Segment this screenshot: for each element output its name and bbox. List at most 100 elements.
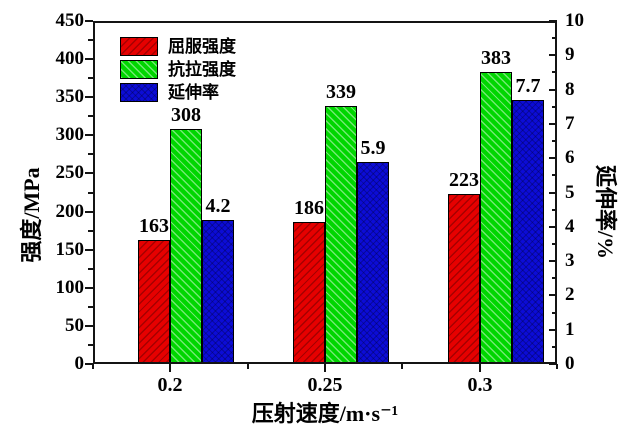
legend-label: 抗拉强度 xyxy=(168,60,236,79)
bar-value-label: 223 xyxy=(449,169,479,191)
x-axis-tick xyxy=(169,364,171,372)
right-axis-tick xyxy=(549,89,557,91)
left-axis-minor-tick xyxy=(88,268,93,270)
right-axis-tick xyxy=(549,329,557,331)
left-axis-tick xyxy=(85,363,93,365)
right-axis-tick xyxy=(549,123,557,125)
right-axis-tick xyxy=(549,54,557,56)
right-axis-tick-label: 5 xyxy=(565,182,575,203)
bar-value-label: 339 xyxy=(326,81,356,103)
legend-item: 屈服强度 xyxy=(120,35,236,58)
left-axis-tick xyxy=(85,172,93,174)
right-axis-tick xyxy=(549,226,557,228)
legend-swatch xyxy=(120,37,158,56)
legend-swatch xyxy=(120,60,158,79)
left-axis-tick-label: 200 xyxy=(55,201,85,222)
legend-item: 延伸率 xyxy=(120,81,236,104)
right-axis-tick-label: 0 xyxy=(565,353,575,374)
bar xyxy=(448,194,480,364)
left-axis-tick-label: 250 xyxy=(55,162,85,183)
left-axis-minor-tick xyxy=(88,192,93,194)
right-axis-minor-tick xyxy=(552,140,557,142)
left-axis-minor-tick xyxy=(88,306,93,308)
x-axis-tick-label: 0.3 xyxy=(467,374,493,396)
right-axis-tick xyxy=(549,363,557,365)
x-axis-tick xyxy=(324,364,326,372)
left-axis-minor-tick xyxy=(88,115,93,117)
left-axis-tick xyxy=(85,134,93,136)
bar xyxy=(138,240,170,364)
right-axis-tick-label: 9 xyxy=(565,44,575,65)
x-axis-minor-tick xyxy=(92,364,94,369)
right-axis-tick xyxy=(549,192,557,194)
right-axis-tick xyxy=(549,157,557,159)
left-axis-minor-tick xyxy=(88,230,93,232)
right-axis-minor-tick xyxy=(552,346,557,348)
right-axis-tick xyxy=(549,294,557,296)
left-axis-tick-label: 150 xyxy=(55,239,85,260)
right-axis-tick-label: 4 xyxy=(565,216,575,237)
bar-value-label: 7.7 xyxy=(515,75,541,97)
x-axis-minor-tick xyxy=(401,364,403,369)
left-axis-tick-label: 350 xyxy=(55,86,85,107)
right-axis-minor-tick xyxy=(552,174,557,176)
right-axis-tick xyxy=(549,20,557,22)
left-axis-minor-tick xyxy=(88,77,93,79)
plot-area: 屈服强度 抗拉强度 延伸率 163 186 223 308 339 383 4.2 5.9 7.… xyxy=(93,21,557,364)
left-axis-tick-label: 450 xyxy=(55,10,85,31)
left-axis-tick-label: 400 xyxy=(55,48,85,69)
left-axis-tick-label: 0 xyxy=(74,353,85,374)
left-axis-tick xyxy=(85,58,93,60)
right-axis-tick-label: 10 xyxy=(565,10,584,31)
left-axis-minor-tick xyxy=(88,153,93,155)
bar-value-label: 383 xyxy=(481,47,511,69)
right-axis-minor-tick xyxy=(552,243,557,245)
right-axis-tick-label: 2 xyxy=(565,284,575,305)
right-axis-minor-tick xyxy=(552,106,557,108)
left-axis-tick xyxy=(85,211,93,213)
left-axis-tick xyxy=(85,287,93,289)
right-axis-tick-label: 7 xyxy=(565,113,575,134)
left-axis-tick xyxy=(85,96,93,98)
left-axis-tick xyxy=(85,20,93,22)
x-axis-tick-label: 0.2 xyxy=(157,374,183,396)
bar xyxy=(202,220,234,364)
right-axis-minor-tick xyxy=(552,209,557,211)
x-axis-minor-tick xyxy=(247,364,249,369)
right-axis-tick-label: 3 xyxy=(565,250,575,271)
left-axis-tick xyxy=(85,249,93,251)
bar xyxy=(170,129,202,364)
bar-value-label: 163 xyxy=(139,215,169,237)
right-axis-tick-label: 6 xyxy=(565,147,575,168)
legend-item: 抗拉强度 xyxy=(120,58,236,81)
bar-value-label: 4.2 xyxy=(205,195,231,217)
right-axis-minor-tick xyxy=(552,37,557,39)
x-axis-minor-tick xyxy=(556,364,558,369)
left-axis-tick-label: 300 xyxy=(55,124,85,145)
right-axis-minor-tick xyxy=(552,277,557,279)
right-axis-minor-tick xyxy=(552,71,557,73)
bar xyxy=(325,106,357,364)
left-axis-minor-tick xyxy=(88,39,93,41)
legend-label: 屈服强度 xyxy=(168,37,236,56)
x-axis-tick-label: 0.25 xyxy=(307,374,343,396)
legend: 屈服强度 抗拉强度 延伸率 xyxy=(120,35,236,104)
right-axis-tick xyxy=(549,260,557,262)
right-axis-minor-tick xyxy=(552,312,557,314)
bar xyxy=(357,162,389,364)
legend-swatch xyxy=(120,83,158,102)
y-axis-title-right: 延伸率/% xyxy=(593,164,618,260)
bar xyxy=(480,72,512,364)
legend-label: 延伸率 xyxy=(168,83,219,102)
left-axis-minor-tick xyxy=(88,344,93,346)
bar xyxy=(512,100,544,364)
bar-value-label: 308 xyxy=(171,104,201,126)
bar xyxy=(293,222,325,364)
left-axis-tick xyxy=(85,325,93,327)
bar-value-label: 186 xyxy=(294,197,324,219)
bar-value-label: 5.9 xyxy=(360,137,386,159)
x-axis-tick xyxy=(479,364,481,372)
right-axis-tick-label: 8 xyxy=(565,79,575,100)
x-axis-title: 压射速度/m·s⁻¹ xyxy=(251,401,399,426)
